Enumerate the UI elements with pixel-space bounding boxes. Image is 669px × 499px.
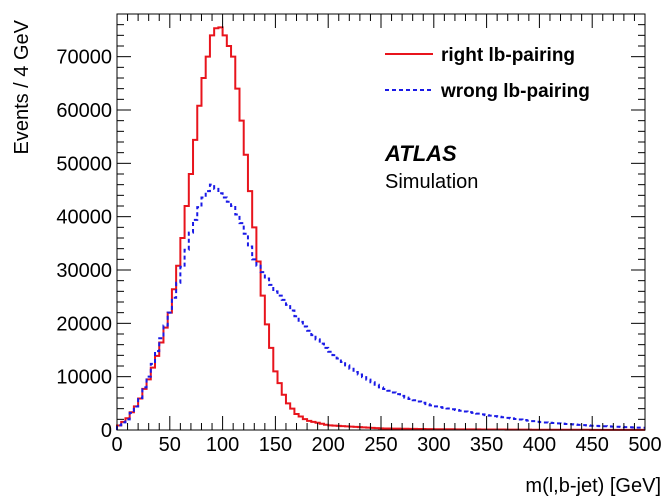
y-tick-label: 50000 bbox=[56, 153, 112, 175]
legend-label-wrong-lb-pairing: wrong lb-pairing bbox=[440, 81, 590, 102]
ticks-layer bbox=[116, 13, 646, 431]
atlas-label: ATLAS bbox=[384, 141, 457, 166]
x-tick-label: 400 bbox=[523, 434, 556, 456]
x-tick-label: 150 bbox=[259, 434, 292, 456]
x-tick-label: 200 bbox=[312, 434, 345, 456]
legend: right lb-pairing wrong lb-pairing bbox=[385, 45, 590, 102]
y-tick-label: 60000 bbox=[56, 100, 112, 122]
y-axis-title: Events / 4 GeV bbox=[11, 19, 33, 154]
y-tick-label: 0 bbox=[101, 420, 112, 442]
x-tick-label: 450 bbox=[576, 434, 609, 456]
y-tick-label: 10000 bbox=[56, 367, 112, 389]
y-tick-label: 70000 bbox=[56, 47, 112, 69]
plot-frame bbox=[116, 13, 646, 431]
legend-label-right-lb-pairing: right lb-pairing bbox=[441, 45, 575, 66]
y-tick-label: 30000 bbox=[56, 260, 112, 282]
x-tick-label: 300 bbox=[417, 434, 450, 456]
labels-layer: 0 50 100 150 200 250 300 350 400 450 500 0 10000 2000… bbox=[56, 47, 661, 456]
x-tick-label: 500 bbox=[628, 434, 661, 456]
y-tick-label: 40000 bbox=[56, 207, 112, 229]
series-wrong-lb-pairing bbox=[116, 183, 645, 430]
y-tick-label: 20000 bbox=[56, 313, 112, 335]
x-axis-title: m(l,b-jet) [GeV] bbox=[525, 475, 661, 497]
x-tick-label: 350 bbox=[470, 434, 503, 456]
simulation-label: Simulation bbox=[385, 171, 478, 193]
x-tick-label: 50 bbox=[159, 434, 181, 456]
x-tick-label: 0 bbox=[111, 434, 122, 456]
x-tick-label: 100 bbox=[206, 434, 239, 456]
x-tick-label: 250 bbox=[364, 434, 397, 456]
